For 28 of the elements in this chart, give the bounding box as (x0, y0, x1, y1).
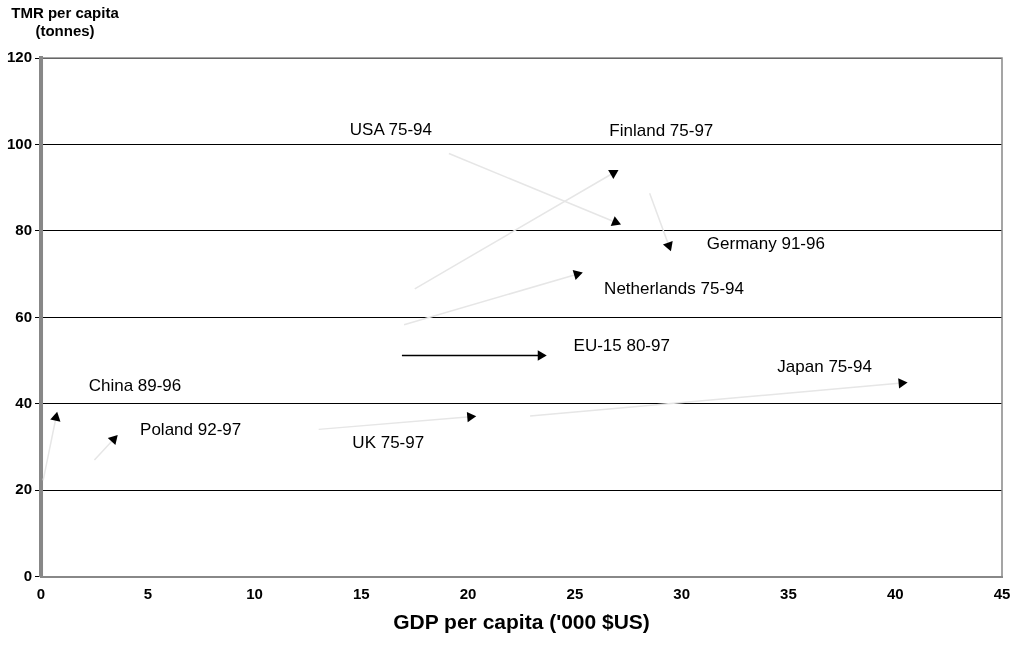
x-tick-label: 45 (993, 584, 1011, 602)
x-tick-label: 20 (459, 584, 477, 602)
x-tick-label: 35 (780, 584, 797, 602)
y-tick-label: 100 (7, 134, 33, 152)
y-axis-title: TMR per capita (tonnes) (10, 4, 120, 40)
x-axis-title: GDP per capita ('000 $US) (393, 610, 650, 634)
annotation: Japan 75-94 (777, 356, 872, 376)
annotation: USA 75-94 (349, 120, 433, 140)
x-tick-label: 10 (246, 584, 263, 602)
annotation: Finland 75-97 (609, 120, 714, 140)
y-tick-label: 0 (23, 566, 33, 584)
x-tick-label: 15 (353, 584, 370, 602)
y-tick-label: 60 (15, 307, 33, 325)
annotation: Netherlands 75-94 (604, 278, 744, 298)
y-tick-label: 40 (15, 394, 33, 412)
annotation: China 89-96 (88, 376, 182, 396)
y-tick-label: 80 (15, 221, 33, 239)
annotation: EU-15 80-97 (573, 336, 670, 356)
y-tick-label: 20 (15, 480, 33, 498)
x-tick-label: 30 (673, 584, 691, 602)
x-tick-label: 0 (36, 584, 46, 602)
x-tick-label: 40 (886, 584, 904, 602)
x-tick-label: 5 (143, 584, 152, 602)
annotation: UK 75-97 (352, 432, 425, 452)
x-tick-label: 25 (566, 584, 584, 602)
annotation: Germany 91-96 (706, 234, 825, 254)
annotation: Poland 92-97 (140, 420, 242, 440)
y-tick-label: 120 (7, 48, 33, 66)
